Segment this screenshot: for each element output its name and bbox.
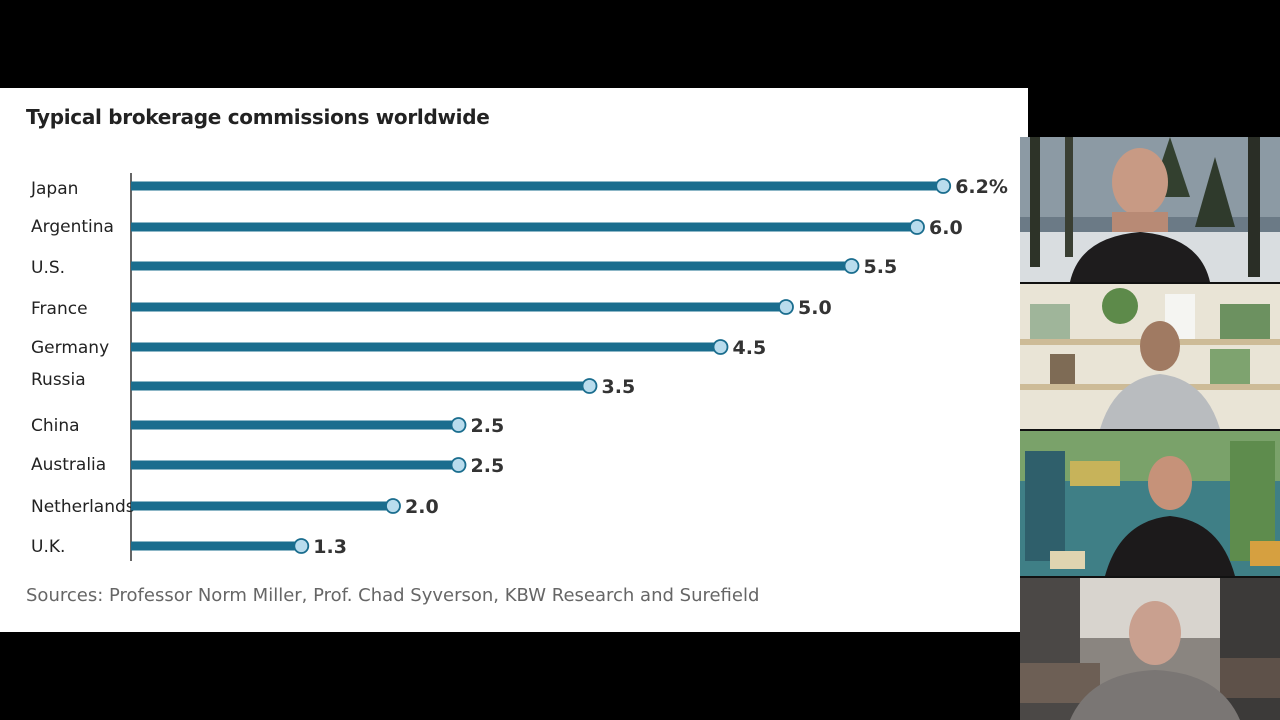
chart-slide: Typical brokerage commissions worldwide …	[0, 88, 1028, 632]
bar-end-marker	[712, 339, 729, 355]
data-label: 3.5	[602, 376, 636, 398]
data-label: 2.5	[471, 415, 505, 437]
bar-end-marker	[581, 378, 598, 394]
participant-video-image	[1020, 284, 1280, 429]
bar	[131, 460, 459, 470]
category-label: U.K.	[31, 537, 65, 557]
bar	[131, 381, 590, 391]
bar	[131, 501, 393, 511]
bar-chart: Japan 6.2% Argentina 6.0 U.S. 5.5 France 5.0 Ger…	[30, 173, 1008, 561]
data-label: 6.2%	[955, 176, 1008, 198]
bar-end-marker	[909, 219, 925, 235]
category-label: Argentina	[31, 217, 114, 237]
category-label: Germany	[31, 338, 109, 358]
category-label: France	[31, 299, 88, 319]
bar-end-marker	[293, 538, 310, 554]
category-label: U.S.	[31, 258, 65, 278]
bar-end-marker	[385, 498, 401, 514]
data-label: 6.0	[929, 217, 963, 239]
bar	[131, 181, 944, 191]
category-label: Japan	[30, 179, 78, 199]
participant-video-2[interactable]	[1020, 284, 1280, 429]
chart-title: Typical brokerage commissions worldwide	[26, 105, 490, 129]
data-label: 5.0	[798, 297, 832, 319]
data-label: 2.0	[405, 496, 439, 518]
bar	[131, 302, 786, 312]
data-label: 4.5	[733, 337, 767, 359]
participant-video-1[interactable]	[1020, 137, 1280, 282]
bar	[131, 342, 721, 352]
bar-end-marker	[778, 299, 794, 315]
data-label: 1.3	[313, 536, 347, 558]
bar-end-marker	[450, 417, 467, 433]
data-label: 2.5	[471, 455, 505, 477]
participant-video-4[interactable]	[1020, 578, 1280, 720]
chart-source-note: Sources: Professor Norm Miller, Prof. Ch…	[26, 585, 760, 606]
bar	[131, 541, 302, 551]
bar-end-marker	[843, 258, 860, 274]
category-label: Russia	[31, 370, 86, 390]
category-label: Australia	[31, 455, 106, 475]
participant-video-image	[1020, 578, 1280, 720]
participant-video-image	[1020, 137, 1280, 282]
bar	[131, 261, 852, 271]
participant-video-3[interactable]	[1020, 431, 1280, 576]
participant-video-image	[1020, 431, 1280, 576]
video-call-panel	[1020, 137, 1280, 720]
bar-end-marker	[450, 457, 467, 473]
bar-end-marker	[935, 178, 952, 194]
bar	[131, 420, 459, 430]
category-label: Netherlands	[31, 497, 135, 517]
bar	[131, 222, 917, 232]
category-label: China	[31, 416, 80, 436]
data-label: 5.5	[864, 256, 898, 278]
